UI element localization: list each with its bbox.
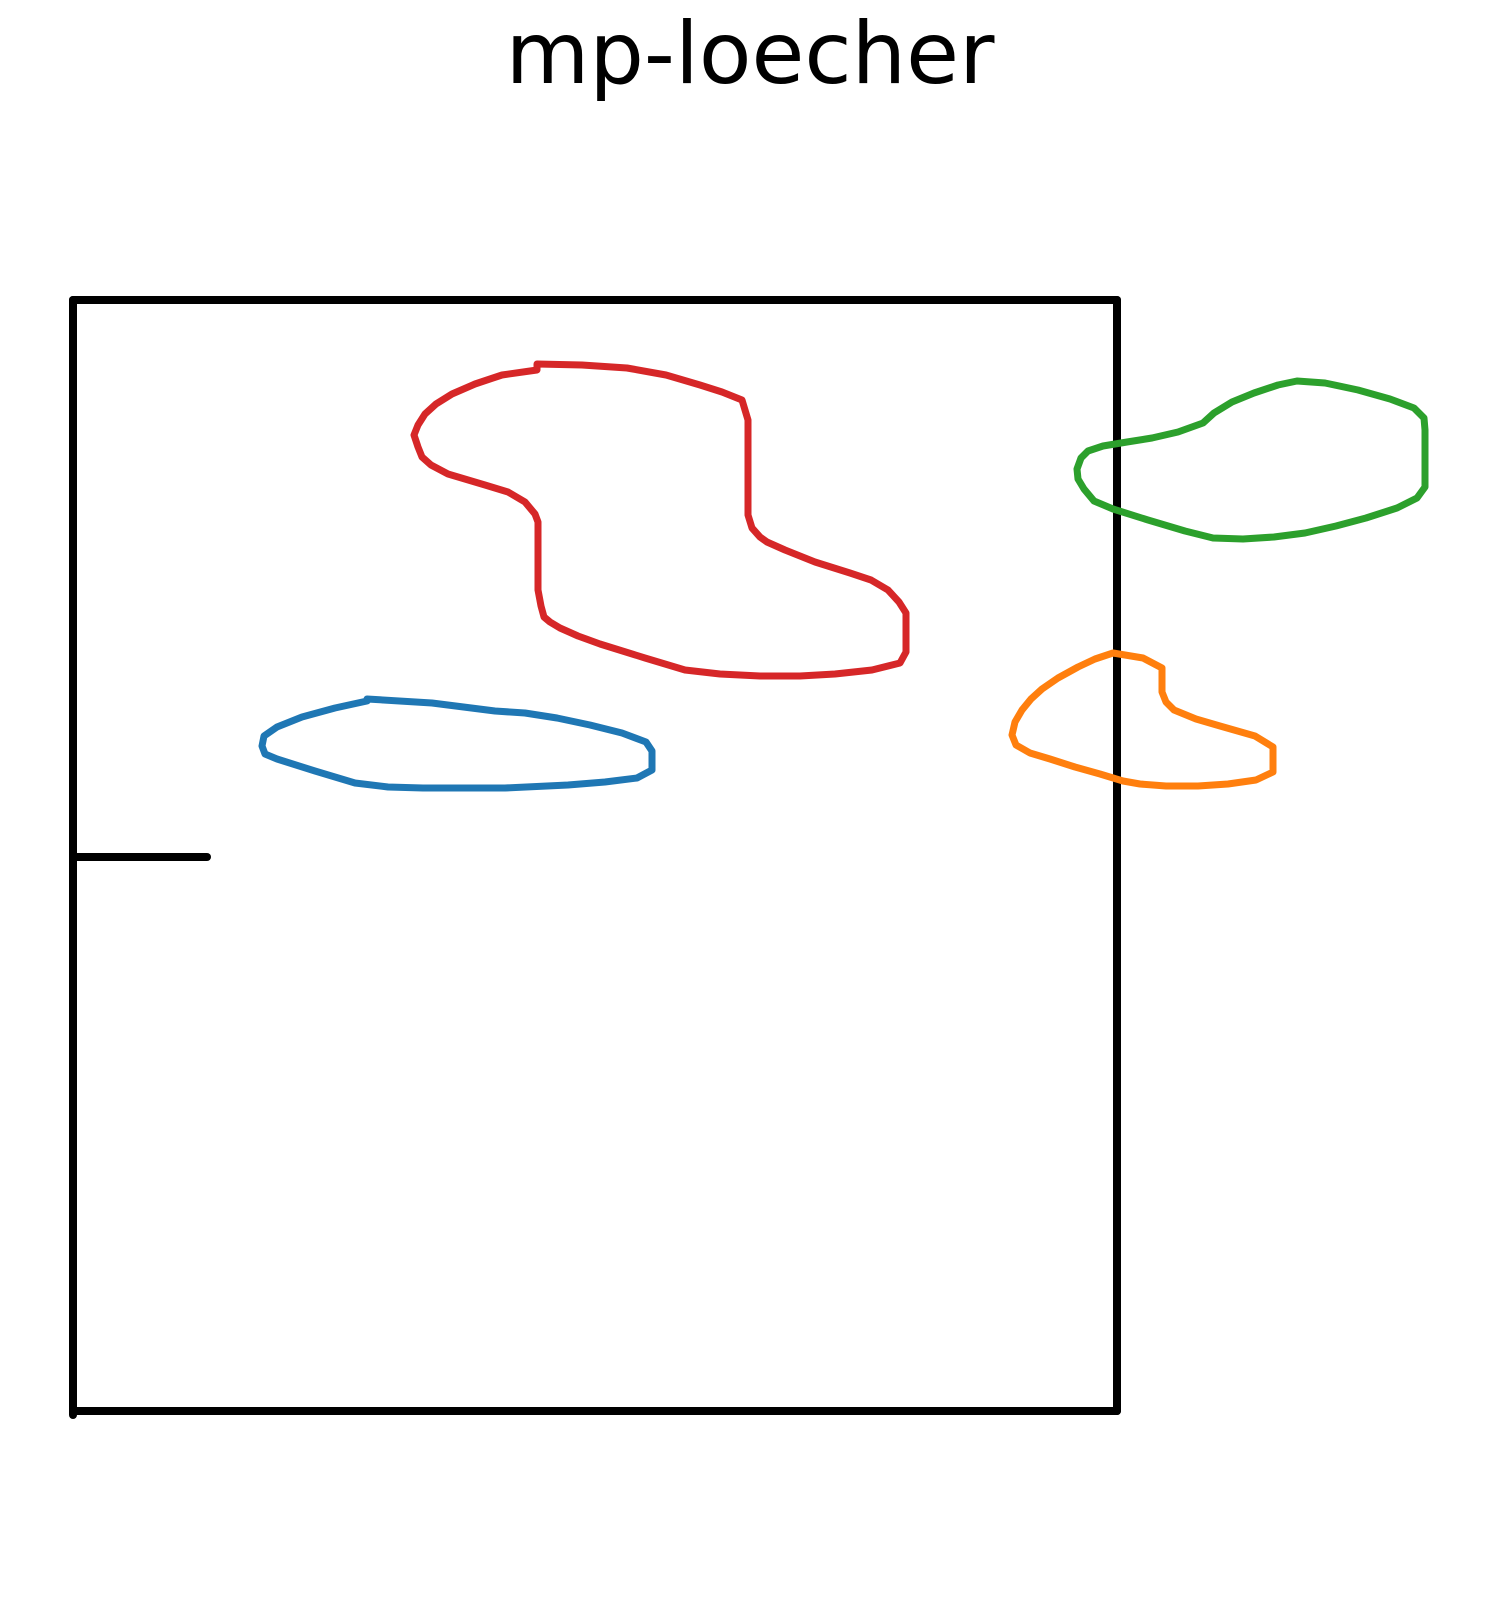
green-hole-outline	[1073, 377, 1429, 543]
orange-hole-outline	[1008, 649, 1277, 790]
page-title: mp-loecher	[505, 4, 995, 104]
blue-hole-outline	[258, 695, 656, 792]
red-hole-outline	[410, 360, 910, 680]
